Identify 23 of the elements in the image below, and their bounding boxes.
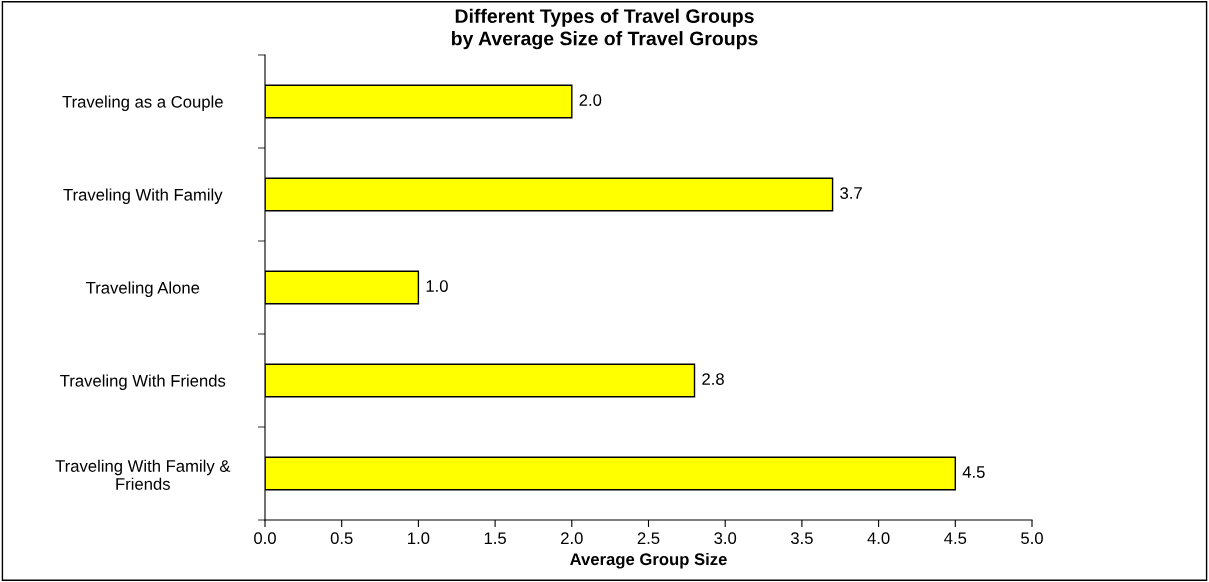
x-tick-label: 4.5 bbox=[944, 532, 967, 545]
x-tick-label: 1.0 bbox=[408, 532, 430, 545]
x-tick-label: 0.5 bbox=[330, 532, 353, 545]
y-tick-label: Traveling With Friends bbox=[60, 374, 226, 390]
y-tick-label: Traveling Alone bbox=[86, 281, 200, 297]
x-tick-label: 3.5 bbox=[790, 532, 813, 545]
y-tick-label: Traveling With Family & Friends bbox=[55, 459, 231, 490]
x-tick-label: 2.5 bbox=[637, 532, 660, 545]
x-axis-title: Average Group Size bbox=[570, 552, 727, 569]
data-label: 2.8 bbox=[702, 373, 724, 385]
y-tick-label: Traveling as a Couple bbox=[62, 95, 223, 111]
data-label: 2.0 bbox=[579, 94, 602, 106]
x-tick-label: 1.5 bbox=[484, 532, 506, 545]
x-tick-label: 4.0 bbox=[867, 532, 890, 545]
data-label: 1.0 bbox=[426, 280, 448, 292]
x-tick-label: 2.0 bbox=[561, 532, 583, 545]
x-tick-label: 3.0 bbox=[714, 532, 737, 545]
data-label: 4.5 bbox=[962, 466, 985, 478]
x-tick-label: 5.0 bbox=[1021, 532, 1043, 545]
chart-title: Different Types of Travel Groups by Average Size of Travel Groups bbox=[451, 8, 758, 50]
data-label: 3.7 bbox=[840, 187, 862, 199]
y-tick-label: Traveling With Family bbox=[63, 188, 223, 204]
x-tick-label: 0.0 bbox=[254, 532, 276, 545]
